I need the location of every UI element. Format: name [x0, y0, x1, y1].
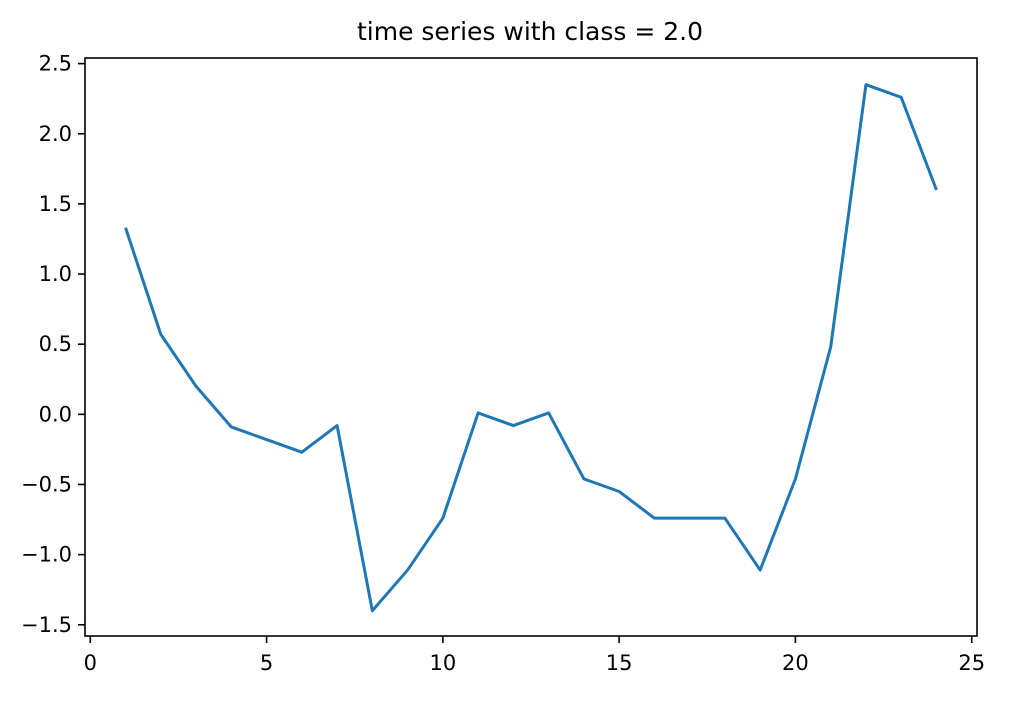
axes: 0 5 10 15 20 25 −1.5 −1.0 −0.5 0.0 0.5 1.0 1.5 2.0 2.5: [21, 52, 985, 675]
x-tick-label: 15: [606, 651, 633, 675]
y-tick-label: 2.5: [39, 52, 72, 76]
y-tick-label: 0.0: [39, 402, 72, 426]
axes-frame: [84, 57, 978, 637]
x-tick-label: 5: [260, 651, 273, 675]
x-tick-label: 20: [782, 651, 809, 675]
x-tick-label: 10: [429, 651, 456, 675]
x-tick-label: 0: [84, 651, 97, 675]
series-line-0: [124, 83, 938, 613]
y-tick-label: −0.5: [21, 472, 72, 496]
y-tick-label: 1.0: [39, 262, 72, 286]
y-tick-label: 1.5: [39, 192, 72, 216]
y-tick-label: −1.5: [21, 613, 72, 637]
chart-title: time series with class = 2.0: [357, 17, 703, 46]
x-tick-label: 25: [958, 651, 985, 675]
y-tick-label: 2.0: [39, 122, 72, 146]
plot-area: [124, 83, 938, 613]
y-tick-label: 0.5: [39, 332, 72, 356]
y-tick-label: −1.0: [21, 543, 72, 567]
